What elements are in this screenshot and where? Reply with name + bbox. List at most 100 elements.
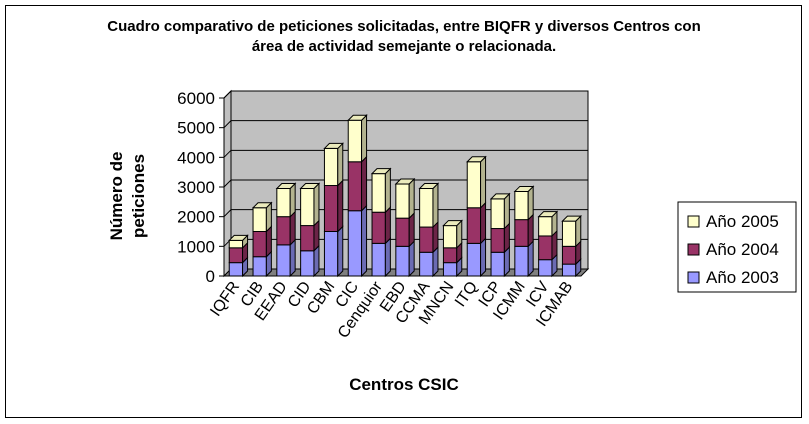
bar-top — [442, 220, 463, 227]
bar-side — [289, 210, 296, 247]
bar-segment — [300, 250, 315, 277]
bar-segment — [323, 185, 339, 232]
bar-segment — [419, 226, 434, 253]
chart-title-line-2: área de actividad semejante o relacionad… — [252, 38, 556, 55]
bar-stack — [323, 142, 344, 278]
bar-stack — [275, 182, 297, 278]
bar-stack — [370, 167, 392, 278]
legend-label: Año 2003 — [706, 268, 779, 287]
bar-segment — [490, 251, 505, 277]
y-axis-title-line-2: peticiones — [129, 154, 148, 238]
legend-swatch — [687, 271, 700, 284]
bar-segment — [538, 216, 553, 237]
bar-segment — [395, 183, 410, 219]
bar-segment — [252, 207, 267, 232]
bar-top — [489, 193, 511, 200]
bar-segment — [442, 262, 458, 277]
bar-segment — [466, 161, 482, 209]
legend-label: Año 2005 — [706, 212, 779, 231]
bar-stack — [228, 234, 249, 278]
bar-side — [432, 182, 439, 229]
bar-side — [337, 179, 344, 233]
bar-segment — [466, 207, 482, 244]
bar-stack — [251, 201, 273, 278]
x-axis-ticks: IQFRCIBEEADCIDCBMCICCenquiorEBDCCMAMNCNI… — [207, 275, 581, 341]
bar-segment — [561, 245, 577, 265]
bar-segment — [228, 239, 244, 249]
y-tick-label: 6000 — [177, 89, 215, 108]
bar-top — [466, 156, 487, 163]
bar-stack — [561, 214, 582, 278]
bar-top — [323, 142, 344, 149]
bar-side — [408, 177, 415, 220]
bar-side — [361, 114, 368, 163]
y-tick-label: 4000 — [177, 148, 215, 167]
bar-top — [561, 215, 582, 222]
bar-segment — [323, 231, 339, 277]
bar-segment — [371, 242, 386, 277]
bar-top — [228, 234, 249, 241]
bar-segment — [538, 235, 553, 261]
bar-segment — [276, 244, 291, 277]
bar-side — [384, 206, 391, 245]
stacked-bar-chart: Cuadro comparativo de peticiones solicit… — [107, 18, 797, 394]
bar-side — [289, 238, 296, 278]
bar-segment — [347, 210, 363, 277]
bar-segment — [300, 225, 315, 252]
legend: Año 2005 Año 2004 Año 2003 — [677, 201, 797, 293]
x-tick-label: ITQ — [452, 279, 481, 311]
bar-stack — [513, 185, 535, 278]
bar-segment — [228, 247, 244, 264]
bar-segment — [466, 242, 482, 277]
y-tick-label: 5000 — [177, 119, 215, 138]
bar-side — [480, 155, 487, 209]
bar-side — [408, 211, 415, 248]
y-tick-label: 2000 — [177, 208, 215, 227]
bar-segment — [514, 245, 529, 277]
bar-segment — [252, 256, 267, 277]
y-tick-label: 3000 — [177, 178, 215, 197]
bar-segment — [371, 211, 386, 244]
y-axis-ticks: 0 1000 2000 3000 4000 5000 6000 — [177, 89, 225, 286]
bar-top — [275, 182, 297, 189]
bar-stack — [418, 182, 440, 278]
y-axis-title: Número de peticiones — [107, 152, 148, 241]
bar-segment — [395, 217, 410, 247]
gridline — [223, 120, 588, 129]
bar-segment — [561, 220, 577, 247]
bar-segment — [442, 225, 458, 249]
bar-top — [537, 211, 559, 218]
bar-top — [347, 114, 368, 121]
legend-swatch — [687, 215, 700, 228]
bar-segment — [300, 187, 315, 227]
bar-segment — [561, 263, 577, 277]
bar-segment — [514, 190, 529, 221]
bar-stack — [299, 182, 321, 278]
bar-top — [370, 168, 392, 175]
legend-swatch — [687, 243, 700, 256]
bar-stack — [489, 192, 511, 278]
bars — [228, 114, 582, 278]
bar-side — [503, 192, 510, 230]
bar-segment — [514, 219, 529, 247]
bar-segment — [228, 262, 244, 277]
bar-stack — [466, 155, 487, 278]
bar-segment — [347, 119, 363, 163]
bar-side — [361, 155, 368, 212]
bar-stack — [347, 114, 368, 278]
bar-side — [337, 225, 344, 278]
bar-segment — [490, 228, 505, 253]
y-axis-title-line-1: Número de — [107, 152, 126, 241]
bar-segment — [371, 173, 386, 213]
bar-segment — [323, 147, 339, 187]
chart-frame: Cuadro comparativo de peticiones solicit… — [5, 5, 802, 418]
x-tick-label: CBM — [304, 279, 338, 318]
y-tick-label: 1000 — [177, 237, 215, 256]
bar-segment — [276, 216, 291, 246]
bar-segment — [442, 247, 458, 264]
bar-stack — [442, 219, 463, 278]
x-axis-title: Centros CSIC — [349, 375, 459, 394]
bar-side — [384, 237, 391, 278]
legend-label: Año 2004 — [706, 240, 779, 259]
bar-side — [480, 201, 487, 245]
